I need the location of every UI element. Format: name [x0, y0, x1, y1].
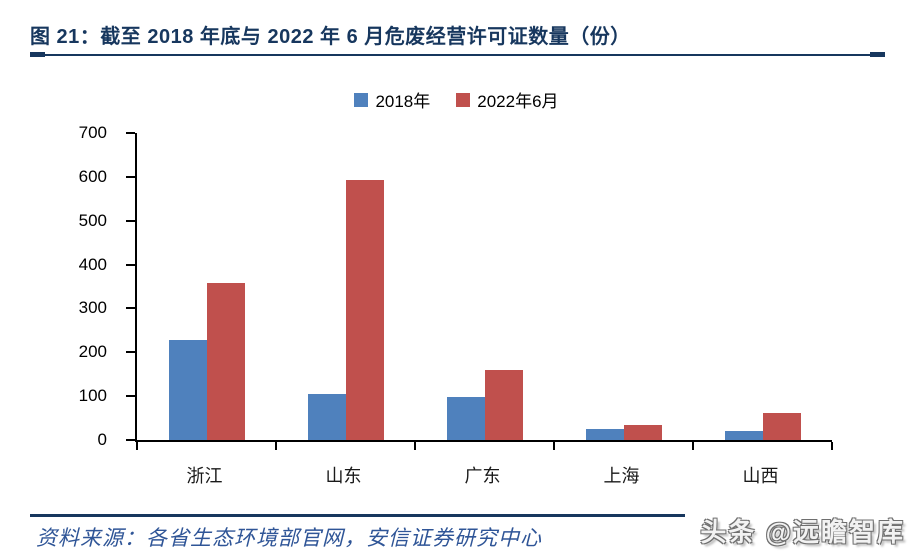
footer-divider: [30, 514, 685, 517]
x-axis-tick: [414, 442, 416, 450]
x-axis-label: 广东: [464, 466, 501, 486]
bar: [484, 369, 523, 440]
watermark-text: 头条 @远瞻智库: [700, 517, 905, 547]
y-axis-tick-label: 100: [78, 386, 107, 406]
y-axis-tick-label: 400: [78, 254, 107, 274]
legend-swatch-icon: [456, 92, 471, 107]
x-axis-tick: [692, 442, 694, 450]
chart-legend: 2018年 2022年6月: [0, 87, 913, 112]
title-divider: [30, 52, 885, 57]
bar: [762, 412, 801, 440]
bar: [168, 340, 207, 440]
y-axis-tick-label: 300: [78, 298, 107, 318]
y-axis-tick: [126, 132, 135, 134]
x-axis-tick: [136, 442, 138, 450]
y-axis-tick: [126, 395, 135, 398]
source-note: 资料来源：各省生态环境部官网，安信证券研究中心: [36, 526, 542, 550]
y-axis-tick-label: 0: [97, 430, 107, 449]
x-axis-labels: 浙江 山东 广东 上海 山西: [135, 462, 830, 488]
figure-title: 图 21：截至 2018 年底与 2022 年 6 月危废经营许可证数量（份）: [30, 26, 631, 48]
y-axis-tick: [126, 263, 135, 266]
bar: [623, 425, 662, 440]
bar: [307, 393, 346, 440]
x-axis-tick: [831, 442, 833, 450]
x-axis-label: 山西: [742, 466, 779, 486]
y-axis-tick: [126, 175, 135, 178]
bar: [724, 430, 763, 440]
legend-label: 2022年6月: [477, 92, 559, 111]
y-axis-tick-label: 600: [78, 166, 107, 186]
bar: [446, 397, 485, 440]
legend-label: 2018年: [375, 92, 431, 111]
legend-swatch-icon: [354, 92, 369, 107]
bar: [206, 283, 245, 440]
y-axis-tick: [126, 307, 135, 310]
y-axis-tick: [126, 439, 135, 441]
bar: [585, 429, 624, 440]
y-axis-tick: [126, 219, 135, 222]
y-axis-tick-label: 500: [78, 210, 107, 230]
divider-left-cap: [30, 52, 45, 57]
legend-item-2022年6月: 2022年6月: [456, 87, 559, 112]
x-axis-tick: [553, 442, 555, 450]
plot-area: [126, 132, 833, 450]
x-axis-tick: [275, 442, 277, 450]
x-axis-label: 上海: [603, 466, 640, 486]
y-axis-tick-label: 200: [78, 342, 107, 362]
y-axis-tick-label: 700: [78, 123, 107, 142]
y-axis-tick: [126, 351, 135, 354]
divider-right-cap: [870, 52, 885, 57]
x-axis-label: 浙江: [186, 466, 223, 486]
x-axis-label: 山东: [325, 466, 362, 486]
y-axis-labels: 0 100 200 300 400 500 600 700: [37, 123, 107, 449]
legend-item-2018年: 2018年: [354, 87, 430, 112]
bar: [345, 179, 384, 440]
